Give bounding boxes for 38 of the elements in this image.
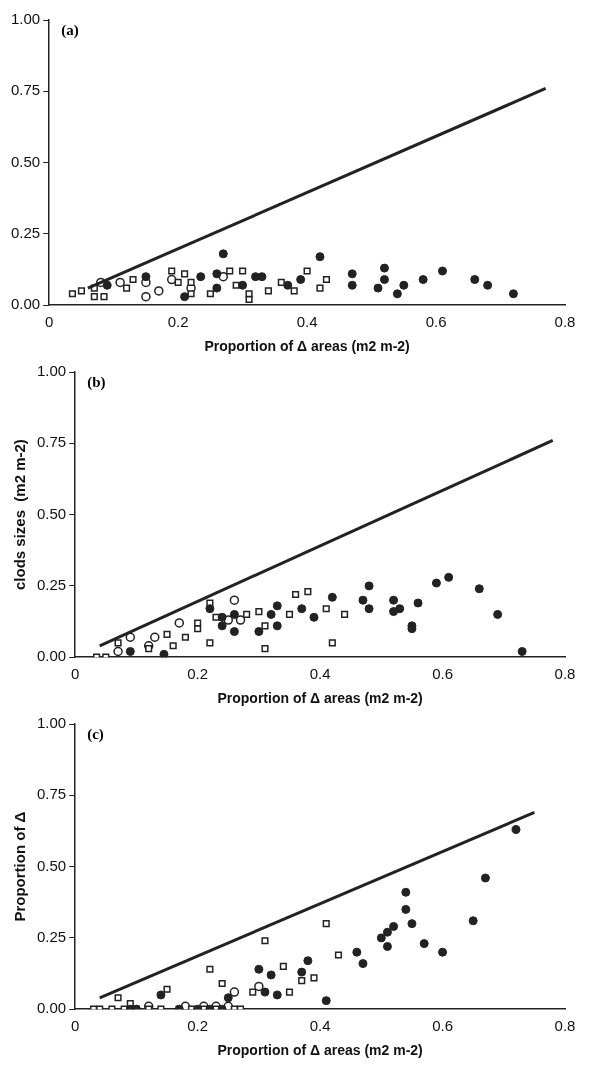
y-tick-label: 0.50 xyxy=(10,152,41,170)
x-axis-title: Proportion of Δ areas (m2 m-2) xyxy=(217,1042,423,1059)
y-axis-title: Proportion of Δ xyxy=(11,811,29,922)
y-tick-label: 1.00 xyxy=(10,10,41,28)
x-tick-label: 0.4 xyxy=(309,665,331,683)
y-tick-label: 0.75 xyxy=(36,433,67,451)
y-tick-label: 1.00 xyxy=(36,362,67,380)
x-axis-title: Proportion of Δ areas (m2 m-2) xyxy=(217,690,423,707)
y-axis-title: clods sizes (m2 m-2) xyxy=(11,439,29,591)
x-tick-label: 0.8 xyxy=(554,665,576,683)
y-tick-label: 0.75 xyxy=(36,785,67,803)
x-axis-title: Proportion of Δ areas (m2 m-2) xyxy=(204,338,410,355)
y-tick-label: 0.00 xyxy=(36,647,67,665)
y-tick-label: 0.75 xyxy=(10,81,41,99)
x-tick-label: 0 xyxy=(45,313,54,331)
y-tick-label: 0.25 xyxy=(10,224,41,242)
x-tick-label: 0.4 xyxy=(296,313,318,331)
x-tick-label: 0.2 xyxy=(187,665,209,683)
x-tick-label: 0.6 xyxy=(425,313,447,331)
x-tick-label: 0.8 xyxy=(554,313,576,331)
x-tick-label: 0.6 xyxy=(432,1017,453,1035)
annotation: (a) xyxy=(61,22,79,40)
y-tick-label: 0.50 xyxy=(36,504,67,522)
y-tick-label: 0.50 xyxy=(36,856,67,874)
x-tick-label: 0.4 xyxy=(309,1017,331,1035)
x-tick-label: 0.8 xyxy=(554,1017,576,1035)
y-tick-label: 0.00 xyxy=(36,999,67,1017)
x-tick-label: 0.6 xyxy=(432,665,453,683)
x-tick-label: 0 xyxy=(71,1017,80,1035)
y-tick-label: 0.25 xyxy=(36,928,67,946)
x-tick-label: 0 xyxy=(71,665,80,683)
annotation: (b) xyxy=(87,374,106,392)
x-tick-label: 0.2 xyxy=(167,313,189,331)
y-tick-label: 1.00 xyxy=(36,714,67,732)
x-tick-label: 0.2 xyxy=(187,1017,209,1035)
annotation: (c) xyxy=(87,726,104,744)
y-tick-label: 0.25 xyxy=(36,576,67,594)
y-tick-label: 0.00 xyxy=(10,295,41,313)
